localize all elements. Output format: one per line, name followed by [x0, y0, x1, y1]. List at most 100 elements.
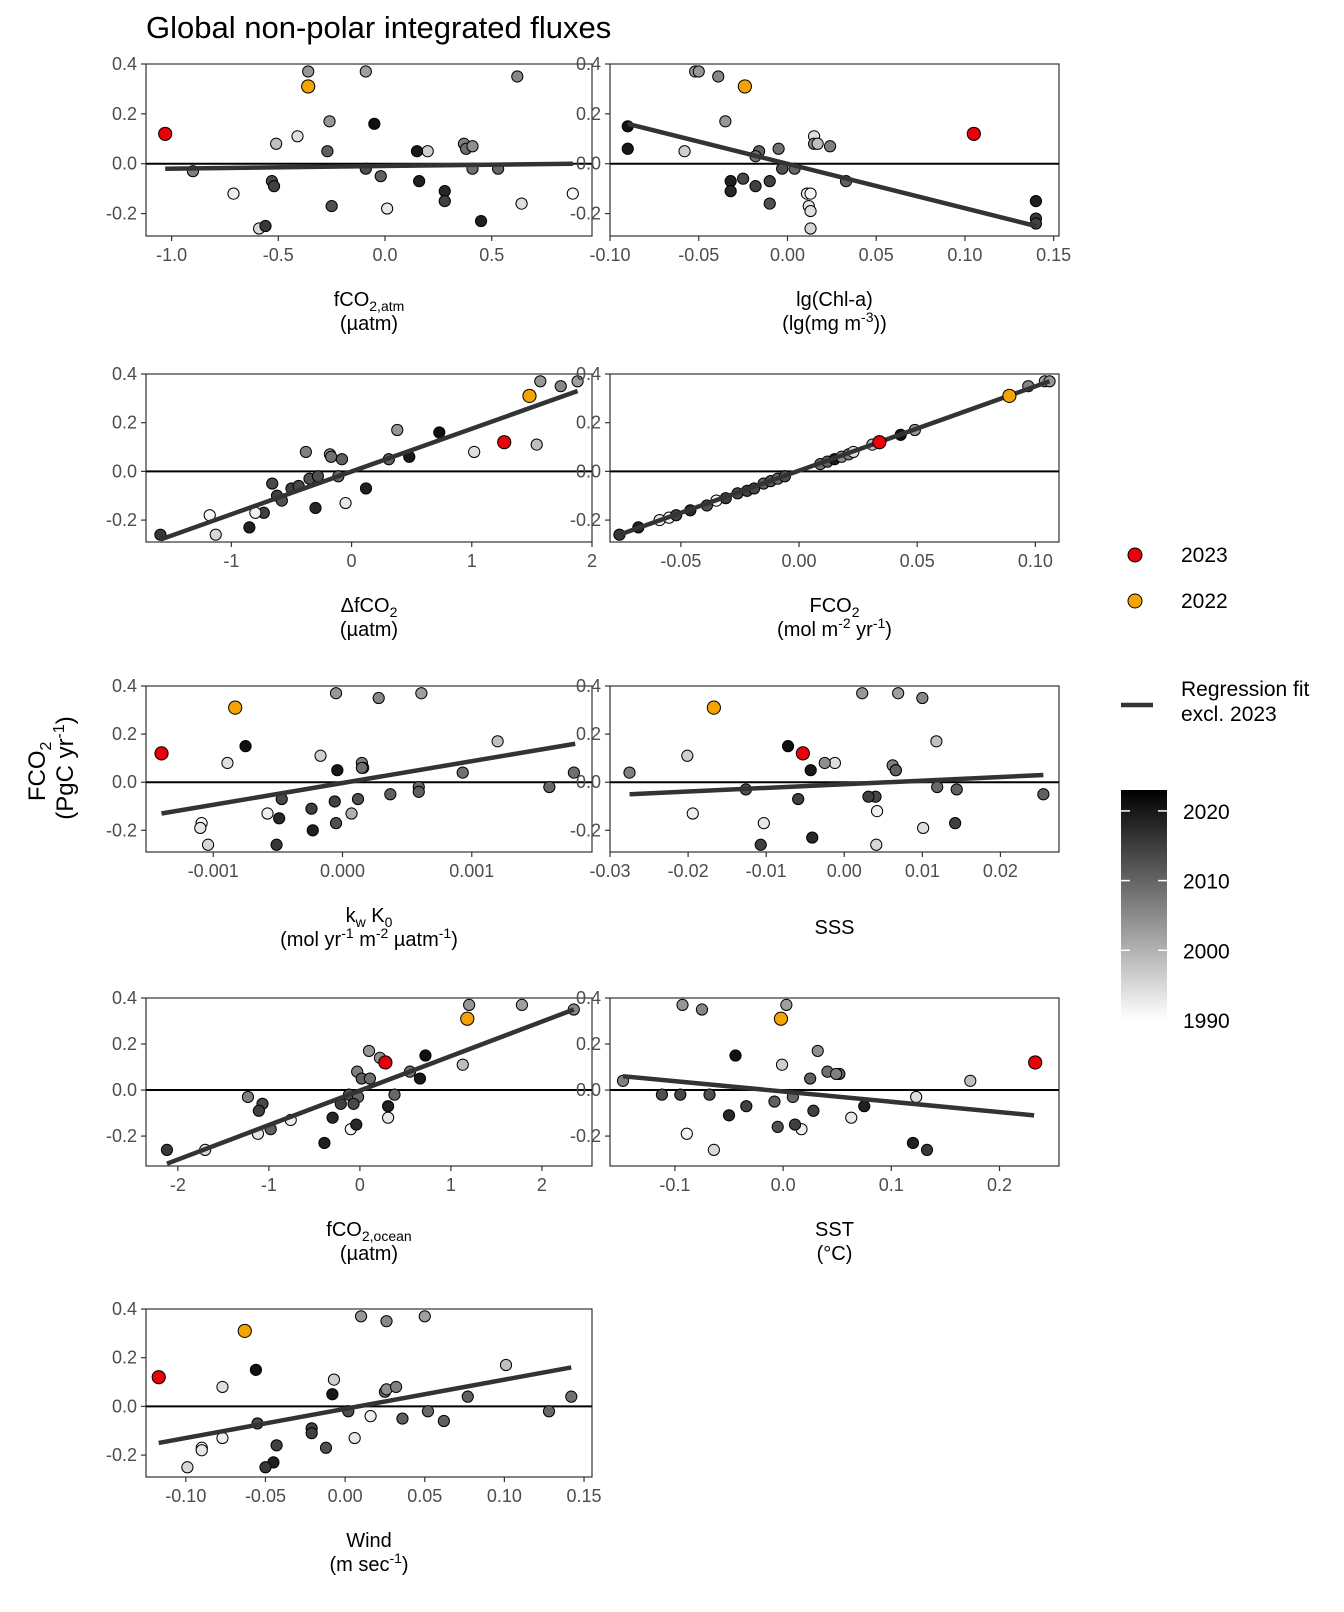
data-point [811, 137, 824, 150]
data-point-2023 [378, 1055, 393, 1070]
data-point [270, 137, 283, 150]
data-point [695, 1003, 709, 1016]
data-point [676, 998, 689, 1012]
panel-border [145, 1308, 593, 1478]
y-tick-label: -0.2 [106, 1445, 137, 1465]
data-point [325, 450, 338, 463]
data-point [418, 1310, 431, 1323]
data-point [368, 117, 381, 130]
data-point [621, 142, 634, 155]
y-tick-label: 0.0 [576, 1080, 601, 1100]
y-tick-label: 0.2 [112, 104, 137, 124]
x-axis-unit: (µatm) [340, 1243, 398, 1265]
data-point [729, 1049, 742, 1062]
data-point [359, 65, 372, 78]
data-point [468, 445, 481, 459]
data-point [757, 817, 770, 830]
y-tick-label: 0.4 [576, 54, 601, 74]
regression-line [165, 161, 573, 171]
data-point [243, 521, 256, 534]
x-tick-label: 0.00 [328, 1486, 363, 1506]
x-tick-label: 0.15 [1036, 245, 1071, 265]
data-point [680, 1127, 693, 1140]
colorbar [1121, 790, 1167, 1020]
data-point [412, 785, 425, 798]
regression-line [158, 1365, 572, 1446]
data-point [331, 764, 344, 777]
y-tick-label: -0.2 [106, 510, 137, 530]
y-tick-label: -0.2 [106, 820, 137, 840]
x-axis-unit: (m sec-1) [329, 1550, 408, 1576]
panels: 0.40.20.0-0.2-1.0 -0.5 0.0 0.5fCO2,atm(µatm… [106, 54, 1071, 1576]
data-point [259, 1461, 272, 1474]
data-point [421, 1405, 435, 1418]
data-point [350, 1118, 363, 1131]
data-point [227, 187, 240, 200]
data-point [823, 140, 837, 153]
data-point [916, 691, 929, 705]
data-point [920, 1143, 934, 1156]
data-point [267, 180, 281, 193]
x-tick-label: 0 [347, 551, 357, 571]
data-point [763, 175, 776, 188]
x-tick-label: -0.05 [245, 1486, 286, 1506]
y-tick-label: 0.0 [576, 772, 601, 792]
data-point [326, 1388, 339, 1401]
data-point [775, 1058, 789, 1071]
data-point [305, 1427, 318, 1440]
data-point [804, 1072, 817, 1085]
data-point [345, 807, 358, 820]
x-axis-unit: (mol m-2 yr-1) [777, 615, 892, 641]
x-axis-unit: (µatm) [340, 619, 398, 641]
data-point [754, 838, 767, 851]
data-point [364, 1410, 377, 1423]
data-point [319, 1441, 333, 1454]
x-tick-label: 0.01 [905, 861, 940, 881]
colorbar-tick-label: 2000 [1183, 940, 1230, 963]
data-point [388, 1088, 401, 1101]
data-point [201, 838, 215, 851]
panel-sst: 0.4 0.2 0.0 -0.2 -0.1 0.0 0.1 0.2 SST(°C) [570, 988, 1060, 1265]
data-point [1029, 195, 1043, 208]
x-axis-title: FCO2 [809, 595, 859, 620]
y-tick-label: 0.2 [576, 1034, 601, 1054]
data-point [740, 1100, 753, 1113]
panel-fco2ocean: 0.4 0.2 0.0 -0.2 -2 -1 0 1 2 fCO2,ocean(µatm) [106, 988, 593, 1265]
data-point [491, 735, 504, 748]
x-tick-label: 2 [537, 1175, 547, 1195]
data-point [309, 501, 322, 515]
data-point [804, 204, 817, 218]
data-point [804, 187, 817, 200]
panel-sss: 0.4 0.2 0.0 -0.2 -0.03 -0.02 -0.01 0.00 0.01 0.02… [570, 676, 1060, 939]
data-point [554, 380, 567, 393]
data-point [323, 115, 336, 128]
x-axis-title: lg(Chl-a) [796, 289, 873, 311]
data-point [906, 1136, 920, 1150]
data-point [466, 140, 479, 153]
y-tick-label: 0.2 [112, 724, 137, 744]
x-tick-label: 0.001 [449, 861, 494, 881]
y-tick-label: 0.2 [112, 1348, 137, 1368]
data-point [692, 65, 705, 78]
y-tick-label: -0.2 [570, 820, 601, 840]
x-tick-label: 0.10 [947, 245, 982, 265]
data-point [566, 187, 579, 200]
panel-wind: 0.4 0.2 0.0 -0.2 -0.10 -0.05 0.00 0.05 0.10 0.15 W… [106, 1299, 602, 1576]
data-point-2022 [1002, 388, 1017, 404]
data-point [419, 1049, 432, 1062]
x-tick-label: 0 [355, 1175, 365, 1195]
data-point [273, 812, 286, 825]
data-point [917, 821, 930, 835]
x-tick-label: 2 [587, 551, 597, 571]
data-point [329, 817, 343, 830]
data-point [384, 788, 397, 801]
data-point [788, 1118, 802, 1131]
data-point [530, 438, 543, 451]
data-point [326, 1111, 339, 1124]
data-point [413, 1072, 427, 1085]
data-point [391, 423, 404, 437]
x-axis-unit: (mol yr-1 m-2 µatm-1) [280, 925, 458, 951]
data-point [291, 130, 304, 143]
data-point [456, 766, 469, 779]
legend-label-2022: 2022 [1181, 590, 1228, 613]
